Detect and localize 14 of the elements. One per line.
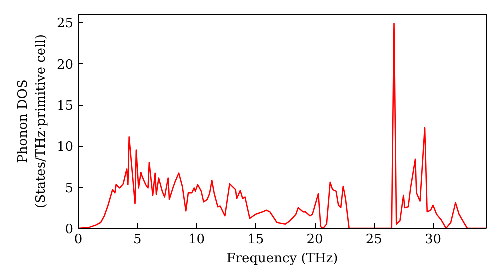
x-tick-label: 15 [248,232,264,248]
x-tick-label: 5 [133,232,142,248]
y-tick-label: 15 [56,99,74,114]
y-axis-title: Phonon DOS (States/THz·primitive cell) [16,34,49,208]
x-tick-label: 10 [188,232,206,248]
x-axis-title: Frequency (THz) [226,252,338,266]
x-tick-label: 20 [306,232,324,248]
x-tick-label: 25 [366,232,382,248]
y-tick-label: 10 [56,140,74,156]
y-tick-label: 5 [65,181,74,196]
y-tick-label: 25 [56,16,74,32]
y-tick-label: 20 [56,58,74,73]
y-tick-label: 0 [65,222,74,238]
x-tick-label: 30 [425,232,442,248]
